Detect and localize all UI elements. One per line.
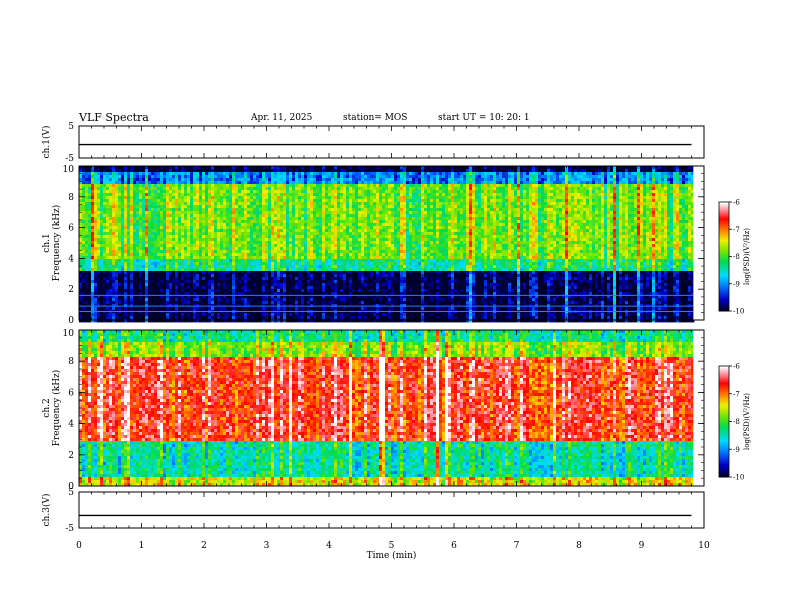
x-tick-label: 6: [451, 541, 457, 551]
date-label: Apr. 11, 2025: [251, 113, 312, 123]
y-axis-label: Frequency (kHz): [51, 205, 62, 282]
colorbar-tick-label: -7: [733, 226, 740, 234]
colorbar-tick-label: -7: [733, 390, 740, 398]
x-tick-label: 0: [76, 541, 82, 551]
y-tick-label: 8: [68, 193, 74, 203]
spectrogram-image: [79, 166, 704, 323]
x-tick-label: 1: [139, 541, 145, 551]
y-axis-label: ch.2: [42, 398, 52, 417]
x-tick-label: 3: [264, 541, 270, 551]
colorbar-label: log(PSD)(V²/Hz): [743, 228, 751, 285]
y-tick-label: 2: [68, 285, 74, 295]
colorbar-tick-label: -9: [733, 446, 740, 454]
x-tick-label: 5: [389, 541, 395, 551]
y-tick-label: 10: [63, 165, 75, 175]
colorbar-tick-label: -6: [733, 363, 740, 371]
colorbar-tick-label: -10: [733, 474, 744, 482]
y-tick-label: 6: [68, 388, 74, 398]
x-tick-label: 9: [639, 541, 645, 551]
colorbar-label: log(PSD)(V²/Hz): [743, 393, 751, 450]
figure-title: VLF Spectra: [79, 111, 149, 124]
y-tick-label: -5: [65, 524, 74, 534]
y-tick-label: 8: [68, 357, 74, 367]
y-axis-label: ch.3(V): [41, 494, 52, 527]
colorbar-tick-label: -6: [733, 199, 740, 207]
y-tick-label: 4: [68, 420, 74, 430]
colorbar-tick-label: -10: [733, 308, 744, 316]
colorbar-tick-label: -8: [733, 418, 740, 426]
start-time-label: start UT = 10: 20: 1: [438, 113, 530, 123]
x-tick-label: 8: [576, 541, 582, 551]
x-tick-label: 4: [326, 541, 332, 551]
y-tick-label: 6: [68, 224, 74, 234]
x-tick-label: 10: [698, 541, 710, 551]
x-tick-label: 2: [201, 541, 207, 551]
y-axis-label: ch.1(V): [41, 126, 52, 159]
y-axis-label: ch.1: [42, 233, 52, 252]
y-tick-label: 5: [68, 122, 74, 132]
panel-frame: [78, 491, 705, 529]
y-tick-label: 0: [68, 316, 74, 326]
colorbar-tick-label: -9: [733, 280, 740, 288]
station-label: station= MOS: [343, 113, 407, 123]
x-axis-label: Time (min): [367, 550, 417, 561]
y-tick-label: 0: [68, 482, 74, 492]
y-tick-label: 10: [63, 329, 75, 339]
colorbar: [719, 366, 729, 478]
colorbar-tick-label: -8: [733, 253, 740, 261]
y-tick-label: -5: [65, 154, 74, 164]
x-tick-label: 7: [514, 541, 520, 551]
spectrogram-image: [79, 330, 704, 487]
colorbar: [719, 202, 729, 312]
y-axis-label: Frequency (kHz): [51, 370, 62, 447]
y-tick-label: 5: [68, 488, 74, 498]
y-tick-label: 4: [68, 254, 74, 264]
y-tick-label: 2: [68, 451, 74, 461]
